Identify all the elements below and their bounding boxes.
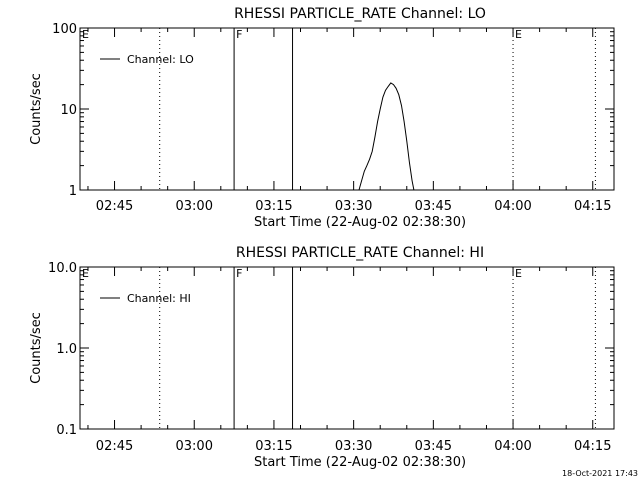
x-tick-label: 03:15	[255, 439, 292, 454]
x-tick-label: 03:15	[255, 199, 292, 214]
series-line	[358, 82, 415, 191]
x-tick-label: 04:15	[574, 439, 611, 454]
y-tick-label: 1.0	[56, 342, 77, 357]
plot-panel-lo: RHESSI PARTICLE_RATE Channel: LO 1 10 100 02…	[29, 6, 615, 230]
x-tick-label: 02:45	[96, 439, 133, 454]
chart-title: RHESSI PARTICLE_RATE Channel: LO	[234, 6, 486, 22]
x-tick-label: 03:30	[335, 439, 372, 454]
y-tick-label: 10.0	[48, 261, 77, 276]
event-marker-label: E	[82, 267, 89, 280]
x-tick-label: 03:45	[415, 439, 452, 454]
x-tick-label: 04:00	[494, 199, 531, 214]
y-tick-label: 10	[60, 103, 77, 118]
event-marker-label: E	[82, 28, 89, 41]
y-tick-label: 100	[52, 22, 77, 37]
event-marker-label: F	[236, 267, 242, 280]
x-axis-label: Start Time (22-Aug-02 02:38:30)	[254, 455, 466, 470]
legend-label: Channel: LO	[127, 53, 194, 66]
x-tick-label: 03:45	[415, 199, 452, 214]
x-tick-label: 03:30	[335, 199, 372, 214]
y-tick-label: 1	[69, 184, 77, 199]
x-tick-label: 04:00	[494, 439, 531, 454]
event-marker-label: E	[515, 28, 522, 41]
x-tick-label: 02:45	[96, 199, 133, 214]
footer-timestamp: 18-Oct-2021 17:43	[562, 469, 638, 478]
y-axis-label: Counts/sec	[29, 73, 44, 145]
x-tick-label: 03:00	[176, 439, 213, 454]
y-axis-label: Counts/sec	[29, 312, 44, 384]
event-marker-label: F	[236, 28, 242, 41]
x-tick-label: 03:00	[176, 199, 213, 214]
plot-panel-hi: RHESSI PARTICLE_RATE Channel: HI 0.1 1.0 10…	[29, 245, 615, 470]
event-marker-label: E	[515, 267, 522, 280]
x-axis-label: Start Time (22-Aug-02 02:38:30)	[254, 215, 466, 230]
chart-title: RHESSI PARTICLE_RATE Channel: HI	[236, 245, 484, 261]
y-tick-label: 0.1	[56, 423, 77, 438]
legend-label: Channel: HI	[127, 292, 191, 305]
x-tick-label: 04:15	[574, 199, 611, 214]
